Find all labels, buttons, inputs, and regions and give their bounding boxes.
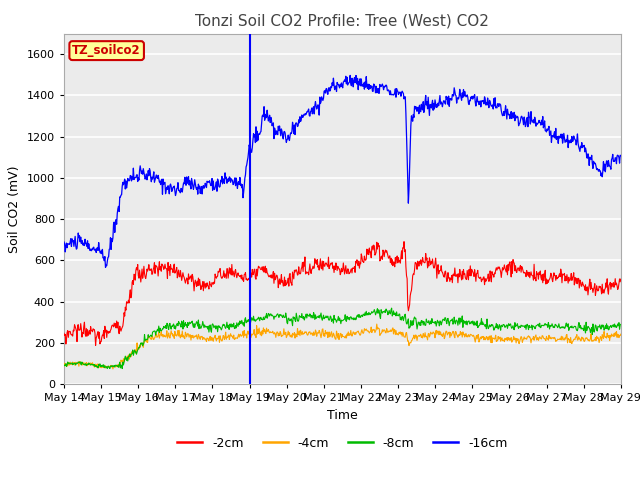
Legend: -2cm, -4cm, -8cm, -16cm: -2cm, -4cm, -8cm, -16cm [172, 432, 513, 455]
Y-axis label: Soil CO2 (mV): Soil CO2 (mV) [8, 165, 21, 252]
X-axis label: Time: Time [327, 408, 358, 421]
Text: TZ_soilco2: TZ_soilco2 [72, 44, 141, 57]
Title: Tonzi Soil CO2 Profile: Tree (West) CO2: Tonzi Soil CO2 Profile: Tree (West) CO2 [195, 13, 490, 28]
